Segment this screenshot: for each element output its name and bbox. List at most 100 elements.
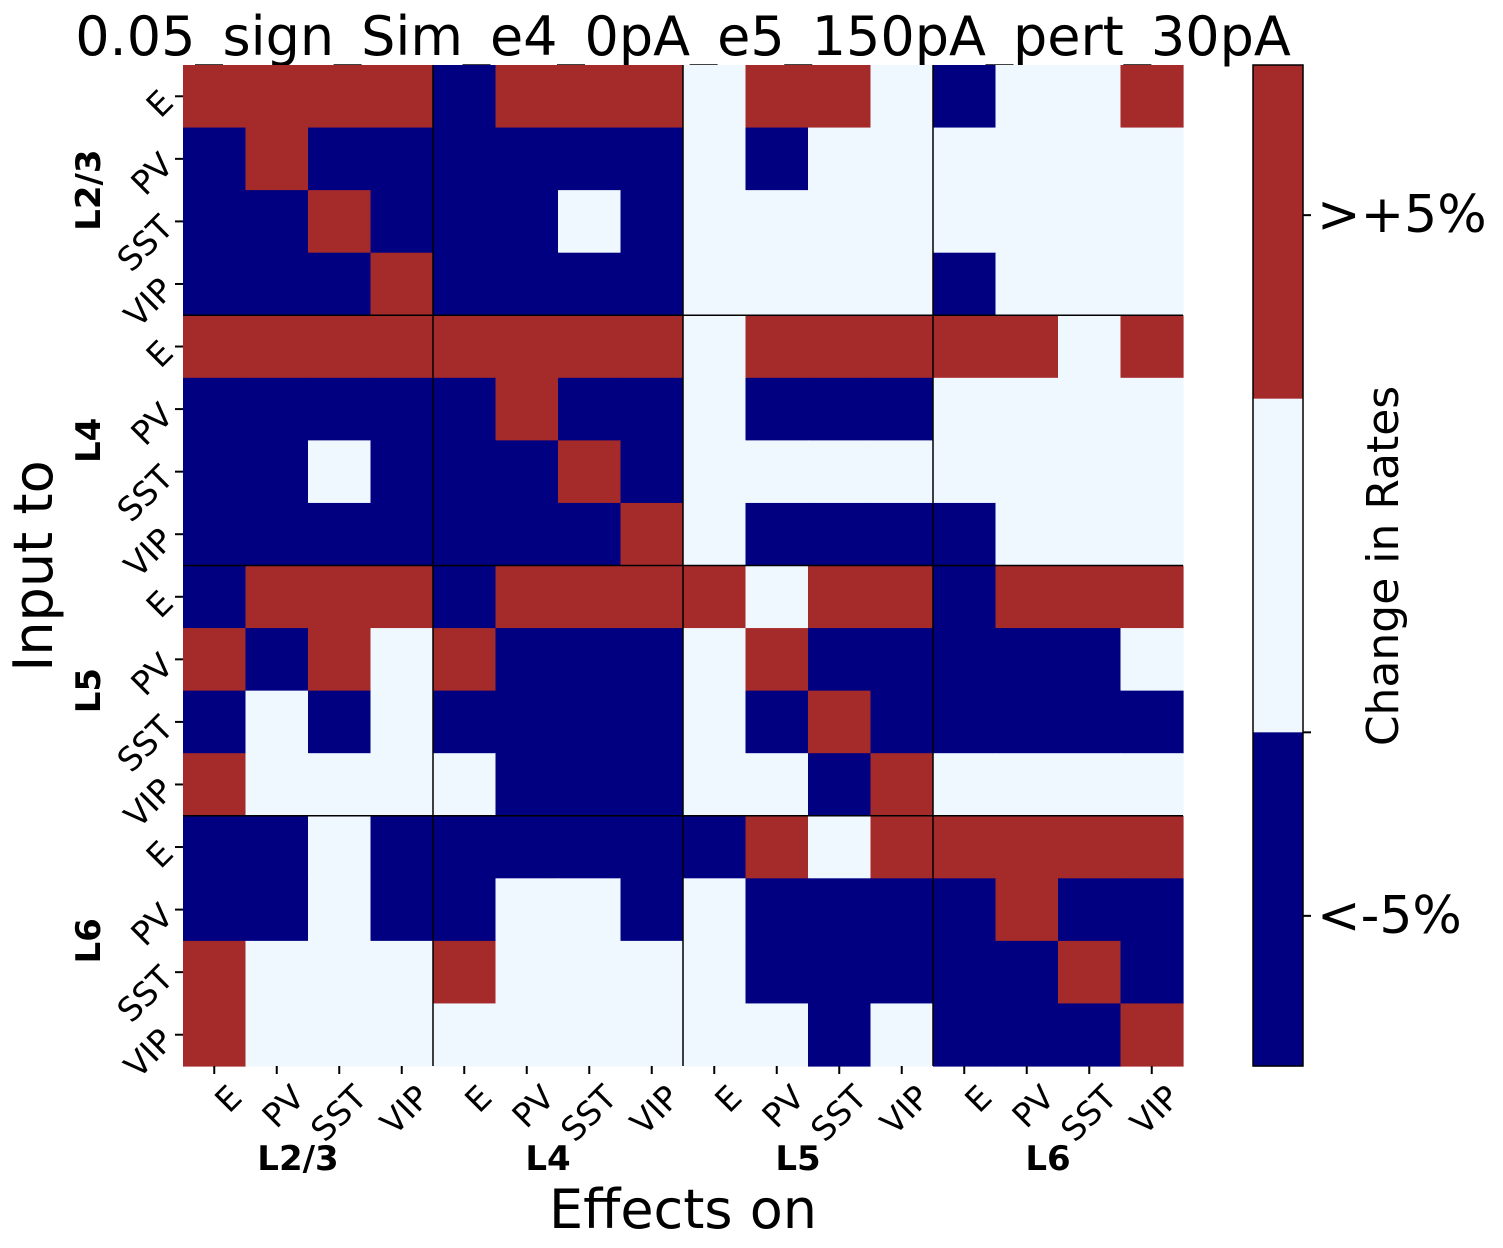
heatmap-cell xyxy=(1058,440,1122,504)
heatmap-cell xyxy=(808,1003,872,1067)
heatmap-cell xyxy=(683,252,747,316)
heatmap-cell xyxy=(370,1003,434,1067)
heatmap-cell xyxy=(245,502,309,567)
heatmap-cell xyxy=(933,252,997,316)
heatmap-cell xyxy=(808,377,872,441)
heatmap-cell xyxy=(308,1003,372,1067)
heatmap-cell xyxy=(1120,690,1184,754)
heatmap-cell xyxy=(308,252,372,316)
heatmap-cell xyxy=(370,440,434,504)
heatmap-cell xyxy=(995,565,1059,629)
heatmap-cell xyxy=(558,252,622,316)
heatmap-cell xyxy=(1058,815,1122,879)
heatmap-cell xyxy=(620,815,684,879)
heatmap-cell xyxy=(808,440,872,504)
x-tick-label: E xyxy=(707,1078,749,1120)
heatmap-cell xyxy=(870,940,934,1005)
heatmap-cell xyxy=(995,878,1059,942)
heatmap-cell xyxy=(433,1003,497,1067)
heatmap-cell xyxy=(495,878,559,942)
heatmap-cell xyxy=(245,878,309,942)
heatmap-cell xyxy=(1120,753,1184,817)
heatmap-cell xyxy=(558,753,622,817)
heatmap-cell xyxy=(1120,502,1184,567)
heatmap-cell xyxy=(495,502,559,567)
heatmap-cell xyxy=(1058,252,1122,316)
colorbar-segment xyxy=(1253,398,1303,733)
heatmap-cell xyxy=(870,127,934,191)
y-tick-label: E xyxy=(138,583,180,625)
heatmap-cell xyxy=(995,377,1059,441)
heatmap-cell xyxy=(183,65,247,129)
heatmap-cell xyxy=(308,878,372,942)
chart-title: 0.05_sign_Sim_e4_0pA_e5_150pA_pert_30pA xyxy=(75,5,1291,68)
heatmap-cell xyxy=(370,878,434,942)
heatmap-cell xyxy=(495,1003,559,1067)
heatmap-cell xyxy=(933,502,997,567)
heatmap-cell xyxy=(245,440,309,504)
y-tick-label: SST xyxy=(109,207,181,279)
heatmap-cell xyxy=(1120,377,1184,441)
heatmap-cell xyxy=(683,377,747,441)
heatmap-cell xyxy=(558,377,622,441)
heatmap-cell xyxy=(870,315,934,379)
heatmap-cell xyxy=(745,753,809,817)
colorbar-tick-label: >+5% xyxy=(1317,185,1487,245)
y-tick-label: PV xyxy=(123,896,181,954)
heatmap-cell xyxy=(1120,440,1184,504)
heatmap-cell xyxy=(183,690,247,754)
heatmap-cell xyxy=(433,190,497,254)
heatmap-cell xyxy=(808,315,872,379)
heatmap-cell xyxy=(683,127,747,191)
heatmap-cell xyxy=(495,315,559,379)
heatmap-cell xyxy=(933,377,997,441)
heatmap-cell xyxy=(370,690,434,754)
heatmap-cell xyxy=(308,690,372,754)
x-layer-label: L6 xyxy=(1025,1139,1070,1179)
heatmap-cell xyxy=(745,1003,809,1067)
heatmap-cell xyxy=(683,628,747,692)
heatmap-cell xyxy=(245,1003,309,1067)
heatmap-cell xyxy=(620,690,684,754)
heatmap-cell xyxy=(245,940,309,1005)
y-tick-label: SST xyxy=(109,457,181,529)
heatmap-cell xyxy=(370,377,434,441)
heatmap-cell xyxy=(745,502,809,567)
heatmap-cell xyxy=(870,190,934,254)
heatmap-cell xyxy=(308,315,372,379)
heatmap-cell xyxy=(558,502,622,567)
heatmap-cell xyxy=(495,65,559,129)
heatmap-cell xyxy=(620,127,684,191)
heatmap-cell xyxy=(870,65,934,129)
heatmap-cell xyxy=(495,815,559,879)
x-tick-label: VIP xyxy=(872,1078,937,1143)
x-layer-label: L2/3 xyxy=(257,1139,338,1179)
heatmap-cell xyxy=(808,502,872,567)
heatmap-cell xyxy=(433,940,497,1005)
heatmap-cell xyxy=(1120,127,1184,191)
heatmap-cell xyxy=(433,815,497,879)
heatmap-cell xyxy=(245,190,309,254)
heatmap-cell xyxy=(933,940,997,1005)
heatmap-cell xyxy=(683,815,747,879)
y-tick-label: PV xyxy=(123,395,181,453)
heatmap-cell xyxy=(870,502,934,567)
heatmap-cell xyxy=(683,565,747,629)
heatmap-cell xyxy=(1058,190,1122,254)
heatmap-cell xyxy=(308,565,372,629)
heatmap-cell xyxy=(933,65,997,129)
heatmap-cell xyxy=(1058,690,1122,754)
heatmap-cell xyxy=(183,753,247,817)
heatmap-cell xyxy=(808,65,872,129)
heatmap-cell xyxy=(433,565,497,629)
heatmap-cell xyxy=(308,815,372,879)
heatmap-cell xyxy=(995,252,1059,316)
heatmap-cell xyxy=(933,190,997,254)
heatmap-cell xyxy=(1120,190,1184,254)
y-tick-label: PV xyxy=(123,145,181,203)
heatmap-cell xyxy=(1058,878,1122,942)
heatmap-cell xyxy=(933,440,997,504)
heatmap-cell xyxy=(558,940,622,1005)
heatmap-cell xyxy=(183,815,247,879)
heatmap-cell xyxy=(620,190,684,254)
